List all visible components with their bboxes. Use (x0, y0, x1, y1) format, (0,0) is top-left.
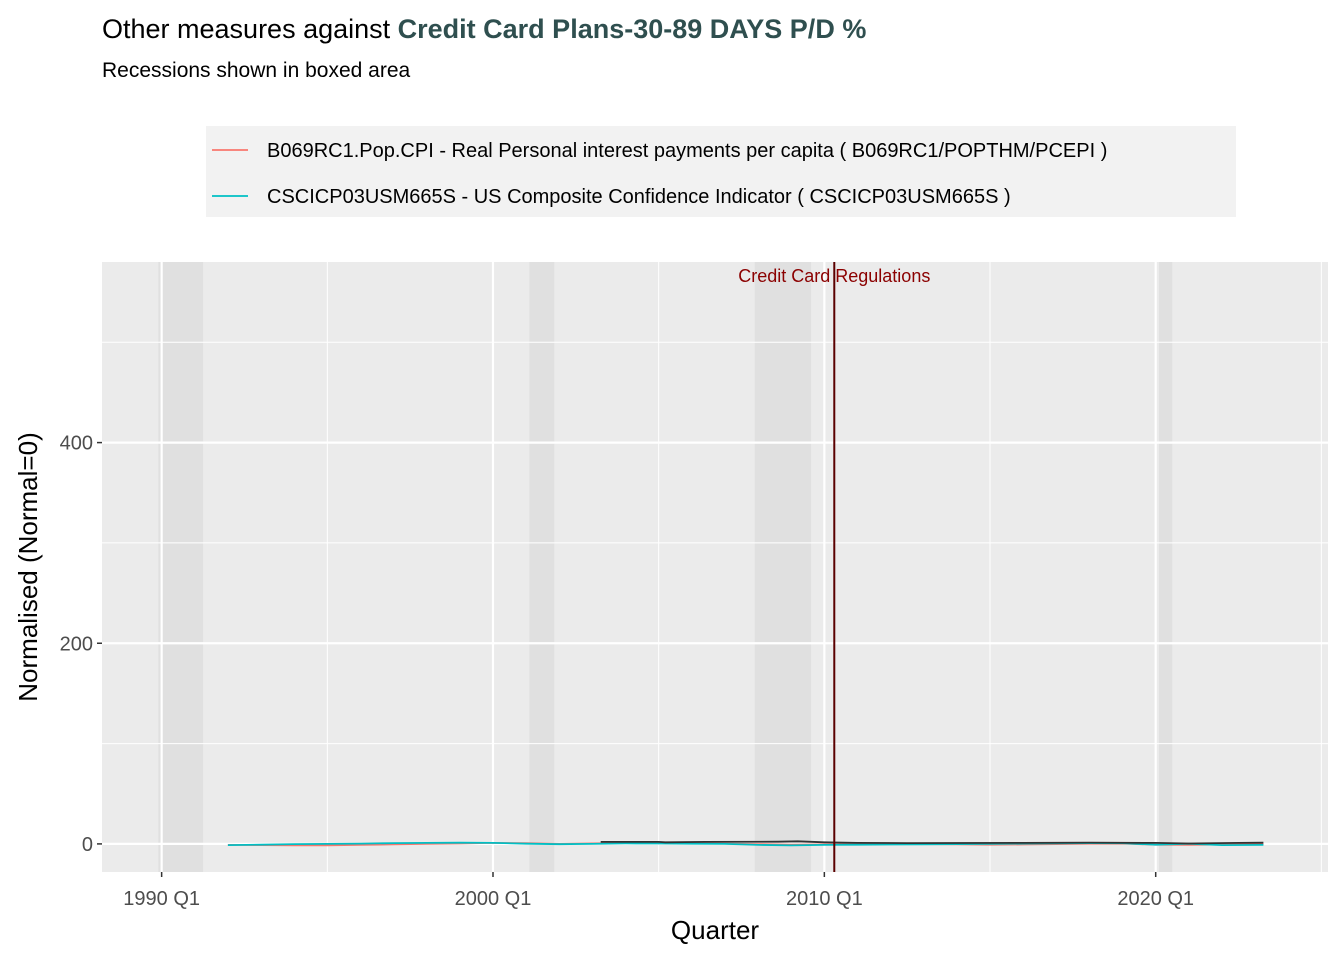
x-tick-label: 2000 Q1 (455, 888, 532, 910)
recession-box-2 (754, 262, 812, 872)
chart-title: Other measures against Credit Card Plans… (102, 14, 866, 44)
series-line-2 (600, 840, 1264, 845)
recession-box-0 (158, 262, 204, 872)
chart-title-highlight: Credit Card Plans-30-89 DAYS P/D % (398, 14, 867, 44)
x-tick-label: 1990 Q1 (123, 888, 200, 910)
x-tick-label: 2010 Q1 (786, 888, 863, 910)
chart-title-prefix: Other measures against (102, 14, 398, 44)
y-tick-label: 0 (82, 834, 93, 856)
y-tick-label: 400 (60, 433, 93, 455)
chart-subtitle: Recessions shown in boxed area (102, 59, 411, 82)
y-axis-label: Normalised (Normal=0) (13, 432, 43, 701)
x-tick-label: 2020 Q1 (1117, 888, 1194, 910)
legend-background (206, 126, 1236, 217)
plot-panel (102, 262, 1328, 872)
recession-box-1 (529, 262, 555, 872)
y-tick-label: 200 (60, 633, 93, 655)
legend: B069RC1.Pop.CPI - Real Personal interest… (206, 126, 1236, 217)
x-axis-label: Quarter (671, 915, 759, 945)
annotation-label: Credit Card Regulations (738, 266, 930, 286)
legend-label-0: B069RC1.Pop.CPI - Real Personal interest… (267, 140, 1107, 162)
recession-box-3 (1159, 262, 1173, 872)
legend-label-1: CSCICP03USM665S - US Composite Confidenc… (267, 186, 1011, 208)
